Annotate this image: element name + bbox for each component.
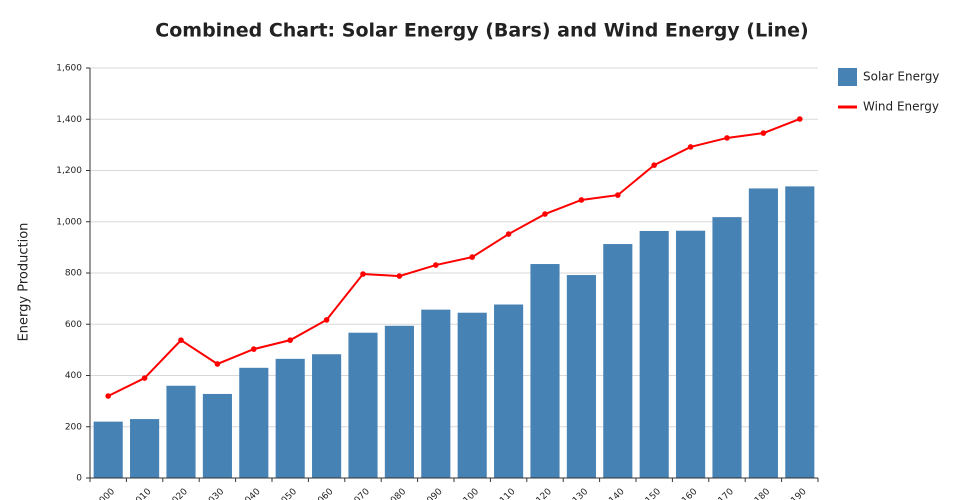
bar <box>712 217 742 478</box>
bar <box>785 186 815 478</box>
point <box>214 361 221 367</box>
bar <box>130 419 160 478</box>
point <box>615 192 621 198</box>
x-tick-label: 2070 <box>349 487 372 500</box>
x-tick-label: 2130 <box>567 487 590 500</box>
point <box>724 135 730 141</box>
x-tick-label: 2100 <box>458 487 481 500</box>
x-tick-label: 2050 <box>276 487 299 500</box>
bar <box>275 358 305 478</box>
bar <box>603 244 633 478</box>
legend-label: Solar Energy <box>863 70 939 84</box>
bar <box>421 309 451 478</box>
line <box>107 118 801 397</box>
x-tick-label: 2140 <box>603 487 626 500</box>
x-tick-label: 2030 <box>203 487 226 500</box>
legend-label: Wind Energy <box>863 100 939 114</box>
point <box>578 197 585 203</box>
point <box>469 254 476 260</box>
y-axis-label: Energy Production <box>17 223 32 342</box>
bar <box>457 312 487 478</box>
y-tick-label: 200 <box>65 422 82 432</box>
x-tick-label: 2120 <box>531 487 554 500</box>
y-tick-label: 1,400 <box>56 115 82 125</box>
point <box>797 116 803 122</box>
point <box>251 346 257 352</box>
x-tick-label: 2080 <box>385 487 408 500</box>
bar <box>676 230 706 478</box>
x-tick-label: 2000 <box>94 487 117 500</box>
bar <box>312 354 342 478</box>
y-tick-label: 1,200 <box>56 166 82 176</box>
bar <box>639 230 669 478</box>
y-tick-label: 800 <box>65 269 82 279</box>
x-tick-label: 2010 <box>130 487 153 500</box>
bar <box>202 393 232 478</box>
y-tick-label: 600 <box>65 320 82 330</box>
y-tick-label: 1,000 <box>56 217 82 227</box>
point <box>105 393 111 399</box>
x-tick-label: 2060 <box>312 487 335 500</box>
point <box>396 273 403 279</box>
bar <box>348 332 378 478</box>
y-tick-label: 400 <box>65 371 82 381</box>
bar <box>93 421 123 478</box>
y-tick-label: 0 <box>76 474 82 484</box>
bar <box>239 367 269 478</box>
chart-title: Combined Chart: Solar Energy (Bars) and … <box>155 20 808 42</box>
point <box>542 211 548 217</box>
y-tick-label: 1,600 <box>56 64 82 74</box>
bar <box>384 325 414 478</box>
point <box>433 262 439 268</box>
bar <box>566 275 596 478</box>
point <box>178 337 184 343</box>
bar <box>166 385 196 478</box>
x-tick-label: 2170 <box>713 487 736 500</box>
legend-swatch <box>838 68 857 86</box>
point <box>323 317 330 323</box>
x-tick-label: 2110 <box>494 487 517 500</box>
x-tick-label: 2020 <box>167 487 190 500</box>
x-tick-label: 2160 <box>676 487 699 500</box>
point <box>651 162 657 168</box>
point <box>687 144 694 150</box>
point <box>760 130 767 136</box>
x-tick-label: 2190 <box>785 487 808 500</box>
bar <box>748 188 778 478</box>
x-tick-label: 2040 <box>239 487 262 500</box>
x-tick-label: 2180 <box>749 487 772 500</box>
bar <box>494 304 524 478</box>
point <box>287 337 294 343</box>
bar <box>530 264 560 478</box>
x-tick-label: 2150 <box>640 487 663 500</box>
x-tick-label: 2090 <box>421 487 444 500</box>
point <box>141 375 148 381</box>
point <box>360 271 366 277</box>
point <box>505 231 512 237</box>
